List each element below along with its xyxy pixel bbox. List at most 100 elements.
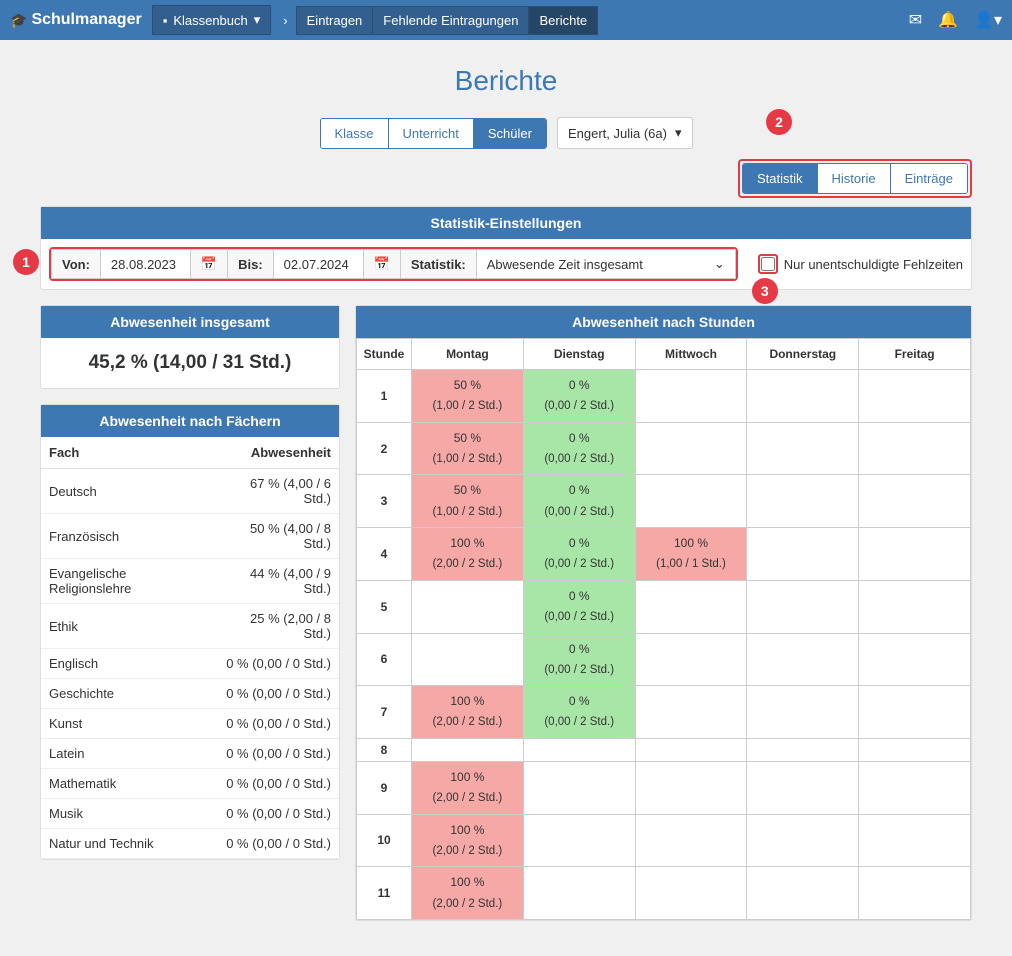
hour-cell — [859, 528, 971, 581]
hour-cell-detail: (0,00 / 2 Std.) — [526, 449, 633, 471]
hour-cell: 0 %(0,00 / 2 Std.) — [523, 580, 635, 633]
settings-panel: 1 Statistik-Einstellungen Von: 28.08.202… — [40, 206, 972, 290]
callout-box-1: Von: 28.08.2023 📅 Bis: 02.07.2024 📅 Stat… — [49, 247, 738, 281]
hour-cell — [859, 370, 971, 423]
hour-cell-detail: (1,00 / 2 Std.) — [414, 396, 521, 418]
table-row: Mathematik0 % (0,00 / 0 Std.) — [41, 769, 339, 799]
student-name: Engert, Julia (6a) — [568, 126, 667, 141]
to-calendar-button[interactable]: 📅 — [364, 249, 401, 279]
hour-cell-pct: 50 % — [414, 427, 521, 449]
callout-box-3 — [758, 254, 778, 274]
hours-hdr-day: Donnerstag — [747, 339, 859, 370]
to-label: Bis: — [228, 249, 274, 279]
hour-cell-detail: (1,00 / 2 Std.) — [414, 502, 521, 524]
hour-cell — [859, 867, 971, 920]
hour-cell-detail: (2,00 / 2 Std.) — [414, 841, 521, 863]
sub-tab-einträge[interactable]: Einträge — [891, 164, 967, 193]
hour-cell-pct: 0 % — [526, 532, 633, 554]
mail-icon[interactable]: ✉ — [909, 10, 922, 30]
settings-panel-title: Statistik-Einstellungen — [41, 207, 971, 239]
unexcused-checkbox-wrap: Nur unentschuldigte Fehlzeiten 3 — [758, 254, 963, 274]
subject-value: 0 % (0,00 / 0 Std.) — [214, 709, 339, 739]
table-row: Ethik25 % (2,00 / 8 Std.) — [41, 604, 339, 649]
stat-value: Abwesende Zeit insgesamt — [487, 257, 643, 272]
topbar: 🎓 Schulmanager ▪ Klassenbuch ▾ › Eintrag… — [0, 0, 1012, 40]
view-tab-schüler[interactable]: Schüler — [474, 119, 546, 148]
view-tabs: KlasseUnterrichtSchüler — [320, 118, 547, 149]
subject-name: Kunst — [41, 709, 214, 739]
from-calendar-button[interactable]: 📅 — [191, 249, 228, 279]
hour-cell — [747, 633, 859, 686]
total-panel-title: Abwesenheit insgesamt — [41, 306, 339, 338]
hour-cell: 100 %(2,00 / 2 Std.) — [412, 761, 524, 814]
hour-cell-detail: (1,00 / 2 Std.) — [414, 449, 521, 471]
hour-label: 2 — [357, 422, 412, 475]
hour-label: 8 — [357, 738, 412, 761]
view-tab-klasse[interactable]: Klasse — [321, 119, 389, 148]
subject-value: 0 % (0,00 / 0 Std.) — [214, 829, 339, 859]
hour-label: 4 — [357, 528, 412, 581]
book-icon: ▪ — [163, 13, 168, 28]
subjects-hdr-val: Abwesenheit — [214, 437, 339, 469]
hour-cell — [635, 580, 747, 633]
hour-cell-pct: 0 % — [526, 374, 633, 396]
hour-label: 11 — [357, 867, 412, 920]
table-row: Evangelische Religionslehre44 % (4,00 / … — [41, 559, 339, 604]
hour-cell — [412, 580, 524, 633]
hour-cell-pct: 100 % — [414, 819, 521, 841]
student-select[interactable]: Engert, Julia (6a) ▾ — [557, 117, 693, 149]
hour-cell: 50 %(1,00 / 2 Std.) — [412, 475, 524, 528]
app-logo[interactable]: 🎓 Schulmanager — [10, 11, 142, 29]
hour-cell-pct: 50 % — [414, 479, 521, 501]
app-name: Schulmanager — [31, 11, 141, 29]
table-row: 150 %(1,00 / 2 Std.)0 %(0,00 / 2 Std.) — [357, 370, 971, 423]
hour-cell — [635, 633, 747, 686]
hour-cell-pct: 0 % — [526, 427, 633, 449]
subject-name: Mathematik — [41, 769, 214, 799]
hour-cell — [747, 580, 859, 633]
hour-cell-detail: (2,00 / 2 Std.) — [414, 712, 521, 734]
stat-select[interactable]: Abwesende Zeit insgesamt ⌄ — [477, 249, 736, 279]
table-row: 4100 %(2,00 / 2 Std.)0 %(0,00 / 2 Std.)1… — [357, 528, 971, 581]
hour-cell — [747, 528, 859, 581]
hour-cell — [635, 686, 747, 739]
from-date-input[interactable]: 28.08.2023 — [101, 249, 191, 279]
hour-cell-detail: (0,00 / 2 Std.) — [526, 502, 633, 524]
table-row: Englisch0 % (0,00 / 0 Std.) — [41, 649, 339, 679]
subject-value: 25 % (2,00 / 8 Std.) — [214, 604, 339, 649]
hour-cell — [412, 738, 524, 761]
hours-panel: Abwesenheit nach Stunden StundeMontagDie… — [355, 305, 972, 921]
topnav-item-berichte[interactable]: Berichte — [529, 7, 597, 34]
hour-cell-pct: 100 % — [414, 766, 521, 788]
hour-cell — [635, 761, 747, 814]
caret-down-icon: ▾ — [675, 125, 682, 141]
view-tab-unterricht[interactable]: Unterricht — [389, 119, 474, 148]
stat-label: Statistik: — [401, 249, 477, 279]
table-row: Latein0 % (0,00 / 0 Std.) — [41, 739, 339, 769]
hour-cell-detail: (0,00 / 2 Std.) — [526, 554, 633, 576]
subject-value: 0 % (0,00 / 0 Std.) — [214, 679, 339, 709]
hour-cell — [635, 814, 747, 867]
user-menu[interactable]: 👤▾ — [974, 10, 1002, 30]
topnav-item-fehlende-eintragungen[interactable]: Fehlende Eintragungen — [373, 7, 529, 34]
subjects-panel-title: Abwesenheit nach Fächern — [41, 405, 339, 437]
callout-badge-2: 2 — [766, 109, 792, 135]
chevron-right-icon: › — [275, 13, 295, 28]
sub-tab-historie[interactable]: Historie — [818, 164, 891, 193]
sub-tab-statistik[interactable]: Statistik — [743, 164, 818, 193]
subject-value: 0 % (0,00 / 0 Std.) — [214, 769, 339, 799]
bell-icon[interactable]: 🔔 — [938, 10, 958, 30]
hour-cell — [859, 475, 971, 528]
unexcused-checkbox[interactable] — [761, 257, 775, 271]
hour-cell — [635, 738, 747, 761]
hour-cell — [747, 738, 859, 761]
module-dropdown[interactable]: ▪ Klassenbuch ▾ — [152, 5, 272, 35]
hour-cell: 0 %(0,00 / 2 Std.) — [523, 686, 635, 739]
hour-cell-pct: 0 % — [526, 479, 633, 501]
total-panel: Abwesenheit insgesamt 45,2 % (14,00 / 31… — [40, 305, 340, 389]
topnav-item-eintragen[interactable]: Eintragen — [297, 7, 374, 34]
to-date-input[interactable]: 02.07.2024 — [274, 249, 364, 279]
sub-tabs: StatistikHistorieEinträge — [742, 163, 968, 194]
table-row: 60 %(0,00 / 2 Std.) — [357, 633, 971, 686]
unexcused-label[interactable]: Nur unentschuldigte Fehlzeiten — [784, 257, 963, 272]
